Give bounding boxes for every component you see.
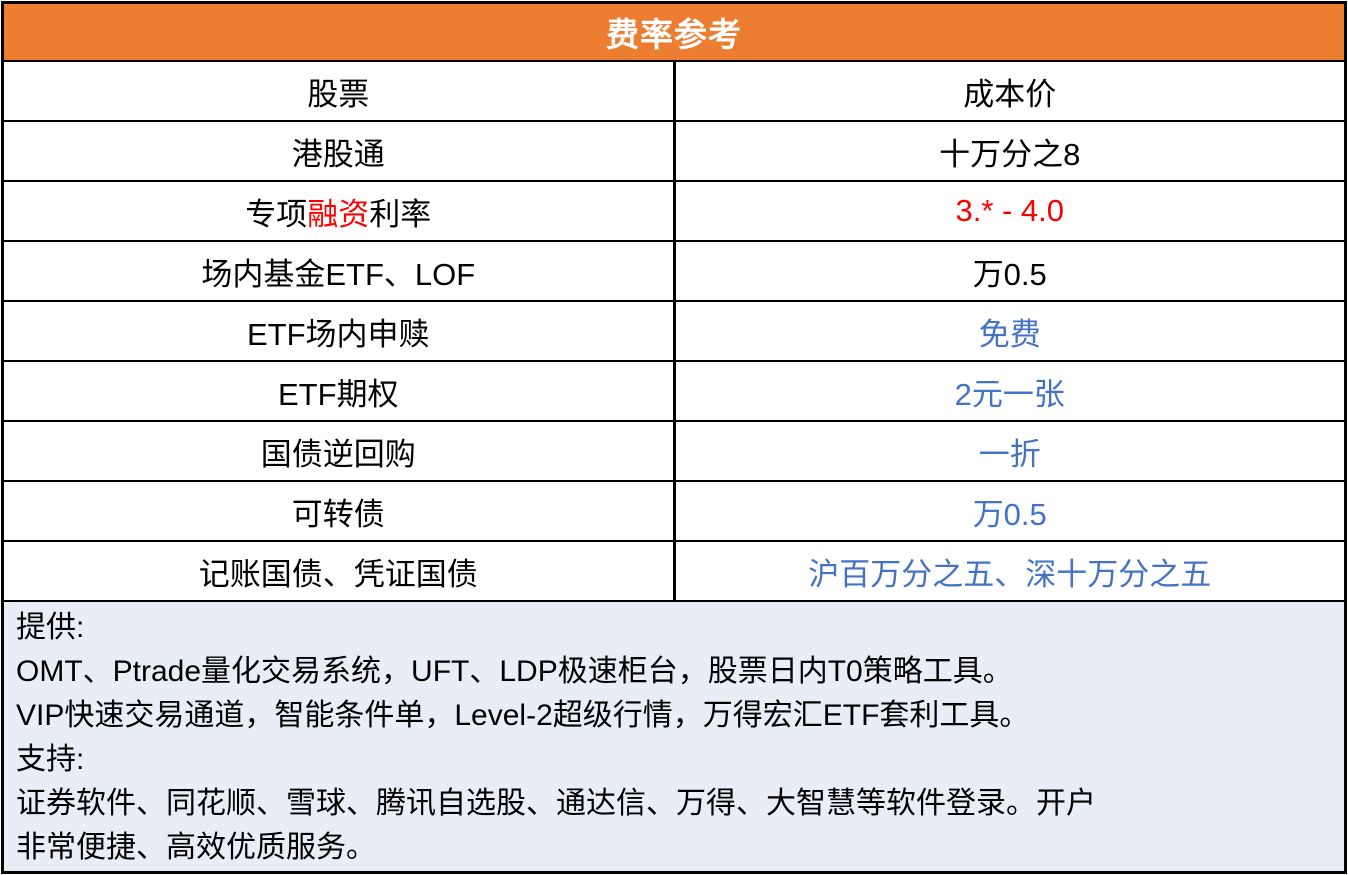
table-row: 记账国债、凭证国债 沪百万分之五、深十万分之五 [4,542,1344,602]
cell-text: 国债逆回购 [260,436,416,472]
fee-value-cell: 十万分之8 [672,122,1345,180]
note-line: 支持: [16,743,85,776]
fee-value-cell: 免费 [672,302,1345,360]
cell-text: 利率 [369,196,432,232]
fee-item-cell: 场内基金ETF、LOF [4,242,673,300]
table-title: 费率参考 [4,4,1344,62]
table-row: 可转债 万0.5 [4,482,1344,542]
fee-item-cell: 股票 [4,62,673,120]
cell-text: 股票 [307,76,370,112]
table-row: ETF期权 2元一张 [4,362,1344,422]
cell-text: 港股通 [291,136,385,172]
note-line: OMT、Ptrade量化交易系统，UFT、LDP极速柜台，股票日内T0策略工具。 [16,655,1013,688]
cell-text: ETF场内申赎 [246,316,430,352]
table-row: 股票 成本价 [4,62,1344,122]
fee-item-cell: ETF场内申赎 [4,302,673,360]
cell-text: 一折 [978,436,1041,472]
note-line: VIP快速交易通道，智能条件单，Level-2超级行情，万得宏汇ETF套利工具。 [16,699,1030,732]
cell-text: 2元一张 [954,376,1065,412]
fee-value-cell: 万0.5 [672,242,1345,300]
fee-value-cell: 成本价 [672,62,1345,120]
cell-text: 万0.5 [972,256,1047,292]
fee-rows: 股票 成本价港股通 十万分之8 专项 融资 利率 3.* - 4.0 场内基金ETF、LOF 万… [4,62,1344,602]
cell-text: 记账国债、凭证国债 [198,556,478,592]
cell-text: 可转债 [291,496,385,532]
note-line: 证券软件、同花顺、雪球、腾讯自选股、通达信、万得、大智慧等软件登录。开户 [16,787,1096,820]
cell-text: 专项 [245,196,308,232]
table-row: 国债逆回购 一折 [4,422,1344,482]
fee-item-cell: ETF期权 [4,362,673,420]
cell-text: 万0.5 [972,496,1047,532]
fee-item-cell: 记账国债、凭证国债 [4,542,673,600]
fee-item-cell: 港股通 [4,122,673,180]
cell-text: 场内基金ETF、LOF [201,256,476,292]
fee-item-cell: 可转债 [4,482,673,540]
fee-value-cell: 2元一张 [672,362,1345,420]
cell-text: 十万分之8 [939,136,1081,172]
note-line: 提供: [16,611,85,644]
fee-item-cell: 国债逆回购 [4,422,673,480]
table-row: ETF场内申赎 免费 [4,302,1344,362]
fee-value-cell: 3.* - 4.0 [672,182,1345,240]
cell-text: 3.* - 4.0 [955,193,1065,228]
cell-text: ETF期权 [277,376,399,412]
table-row: 专项 融资 利率 3.* - 4.0 [4,182,1344,242]
fee-value-cell: 一折 [672,422,1345,480]
cell-text: 沪百万分之五、深十万分之五 [808,556,1212,592]
notes-section: 提供: OMT、Ptrade量化交易系统，UFT、LDP极速柜台，股票日内T0策略… [4,602,1344,871]
fee-value-cell: 万0.5 [672,482,1345,540]
fee-value-cell: 沪百万分之五、深十万分之五 [672,542,1345,600]
table-row: 场内基金ETF、LOF 万0.5 [4,242,1344,302]
table-row: 港股通 十万分之8 [4,122,1344,182]
cell-text: 成本价 [963,76,1057,112]
cell-text: 融资 [307,196,370,232]
note-line: 非常便捷、高效优质服务。 [16,831,376,864]
fee-item-cell: 专项 融资 利率 [4,182,673,240]
cell-text: 免费 [978,316,1041,352]
